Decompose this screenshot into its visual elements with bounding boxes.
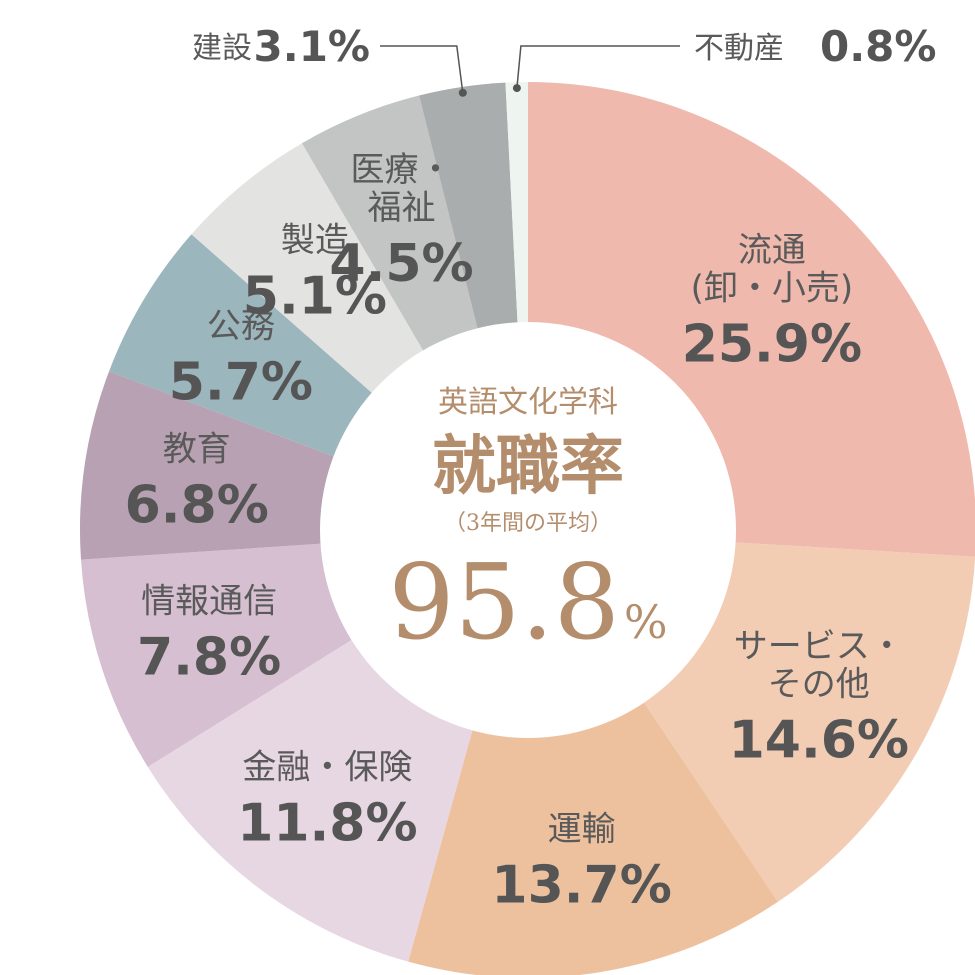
slice-label: 医療・: [351, 150, 453, 190]
slice-value: 7.8%: [137, 628, 281, 688]
slice-value: 6.8%: [125, 476, 269, 536]
slice-value: 13.7%: [491, 856, 671, 916]
center-rate-line: 95.8%: [388, 541, 667, 663]
slice-label: 公務: [207, 306, 275, 346]
slice-value: 5.7%: [169, 352, 313, 412]
slice-label: その他: [768, 664, 870, 704]
labels-group: 流通(卸・小売) 25.9% サービス・その他 14.6% 運輸 13.7% 金融・保険 11…: [125, 22, 937, 916]
slice-label: 福祉: [368, 188, 436, 228]
callout-value: 3.1%: [254, 22, 370, 71]
slice-value: 25.9%: [682, 314, 862, 374]
slice-value: 5.1%: [243, 267, 387, 327]
slice-value: 4.5%: [329, 234, 473, 294]
callouts-group: [380, 45, 680, 97]
slice-value: 11.8%: [237, 793, 417, 853]
slice-label: 流通: [738, 230, 806, 270]
slice-label: (卸・小売): [691, 268, 854, 308]
slice-value: 14.6%: [729, 710, 909, 770]
callout-dot: [458, 88, 467, 97]
callout-label: 建設: [192, 31, 252, 66]
center-title: 就職率: [432, 429, 624, 504]
slice-label: 情報通信: [141, 582, 277, 622]
slice-label: サービス・: [734, 626, 904, 666]
center-hole: [320, 322, 736, 738]
callout-dot: [512, 84, 521, 93]
callout-line: [380, 45, 464, 93]
callout-label: 不動産: [694, 31, 784, 66]
slice-label: 運輸: [548, 810, 616, 850]
slice-label: 教育: [163, 430, 231, 470]
callout-value: 0.8%: [820, 22, 936, 71]
center-rate: 95.8: [388, 541, 620, 663]
slice-label: 金融・保険: [242, 747, 412, 787]
callout-line: [516, 45, 680, 89]
center-subtitle: 英語文化学科: [438, 385, 618, 420]
center-note: （3年間の平均）: [444, 511, 612, 536]
slice-label: 製造: [281, 221, 349, 261]
center-rate-unit: %: [624, 595, 668, 649]
